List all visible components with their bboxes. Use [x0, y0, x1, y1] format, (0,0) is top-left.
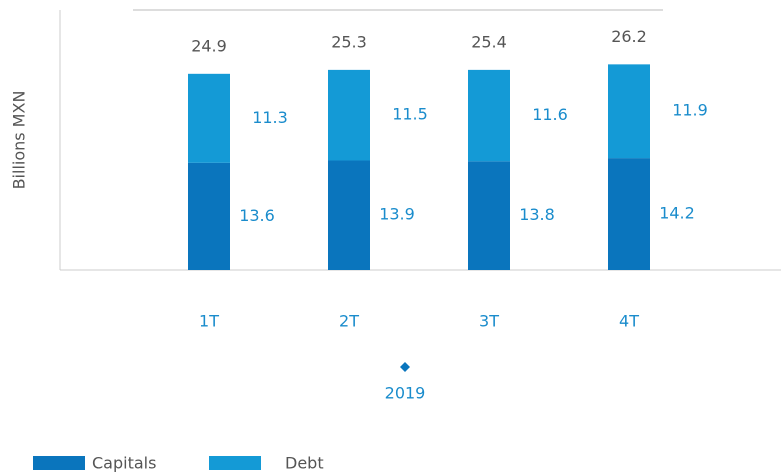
value-label: 11.3: [252, 108, 288, 127]
x-tick-label: 4T: [619, 312, 639, 331]
bar-segment: [328, 160, 370, 270]
value-label: 13.6: [239, 206, 275, 225]
bar-segment: [468, 161, 510, 270]
legend-label: Capitals: [92, 454, 156, 473]
value-label: 11.6: [532, 105, 568, 124]
legend-swatch: [209, 456, 261, 470]
value-label: 14.2: [659, 204, 695, 223]
x-tick-label: 1T: [199, 312, 219, 331]
total-label: 25.4: [471, 32, 507, 51]
legend-swatch: [33, 456, 85, 470]
y-axis-label: Billions MXN: [10, 91, 29, 190]
group-label: 2019: [385, 384, 426, 403]
value-label: 13.8: [519, 205, 555, 224]
total-label: 26.2: [611, 27, 647, 46]
value-label: 11.9: [672, 101, 708, 120]
x-tick-label: 2T: [339, 312, 359, 331]
bar-segment: [188, 162, 230, 270]
value-label: 13.9: [379, 205, 415, 224]
value-label: 11.5: [392, 105, 428, 124]
bar-segment: [328, 69, 370, 161]
total-label: 24.9: [191, 36, 227, 55]
bar-segment: [608, 158, 650, 270]
total-label: 25.3: [331, 32, 367, 51]
bar-segment: [608, 64, 650, 159]
group-marker: [400, 362, 410, 372]
x-tick-label: 3T: [479, 312, 499, 331]
bar-segment: [468, 69, 510, 162]
bar-segment: [188, 73, 230, 163]
legend-label: Debt: [285, 454, 324, 473]
